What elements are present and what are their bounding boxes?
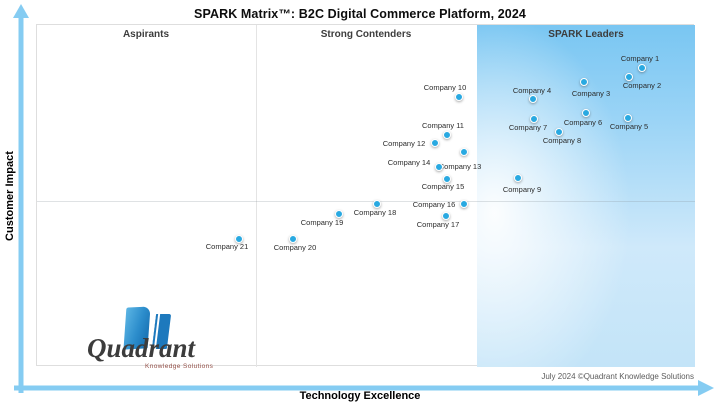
company-label: Company 13 bbox=[438, 161, 482, 171]
copyright-note: July 2024 ©Quadrant Knowledge Solutions bbox=[541, 372, 694, 381]
company-label: Company 2 bbox=[622, 80, 662, 90]
page-title: SPARK Matrix™: B2C Digital Commerce Plat… bbox=[194, 7, 526, 21]
quadrant-divider-vertical bbox=[256, 25, 257, 367]
company-label: Company 21 bbox=[205, 241, 249, 251]
company-label: Company 9 bbox=[502, 184, 542, 194]
company-dot bbox=[529, 95, 537, 103]
company-dot bbox=[624, 114, 632, 122]
company-label: Company 3 bbox=[571, 88, 611, 98]
company-dot bbox=[580, 78, 588, 86]
company-label: Company 8 bbox=[542, 135, 582, 145]
company-label: Company 17 bbox=[416, 219, 460, 229]
company-dot bbox=[289, 235, 297, 243]
company-dot bbox=[435, 163, 443, 171]
company-dot bbox=[455, 93, 463, 101]
company-label: Company 6 bbox=[563, 117, 603, 127]
company-label: Company 20 bbox=[273, 242, 317, 252]
company-label: Company 18 bbox=[353, 207, 397, 217]
quadrant-logo: Quadrant Knowledge Solutions bbox=[87, 303, 237, 373]
x-axis-label: Technology Excellence bbox=[299, 390, 421, 402]
company-label: Company 15 bbox=[421, 181, 465, 191]
company-dot bbox=[373, 200, 381, 208]
company-dot bbox=[235, 235, 243, 243]
company-label: Company 1 bbox=[620, 53, 660, 63]
spark-leaders-region bbox=[477, 25, 695, 367]
company-label: Company 10 bbox=[423, 82, 467, 92]
company-dot bbox=[443, 175, 451, 183]
company-dot bbox=[460, 200, 468, 208]
quadrant-header-spark-leaders: SPARK Leaders bbox=[548, 29, 624, 40]
company-dot bbox=[555, 128, 563, 136]
company-label: Company 16 bbox=[412, 199, 456, 209]
company-dot bbox=[582, 109, 590, 117]
company-label: Company 19 bbox=[300, 217, 344, 227]
quadrant-header-aspirants: Aspirants bbox=[122, 29, 170, 40]
logo-tagline: Knowledge Solutions bbox=[145, 363, 214, 370]
company-dot bbox=[625, 73, 633, 81]
company-dot bbox=[460, 148, 468, 156]
company-label: Company 14 bbox=[387, 157, 431, 167]
company-dot bbox=[530, 115, 538, 123]
company-label: Company 5 bbox=[609, 121, 649, 131]
company-label: Company 4 bbox=[512, 85, 552, 95]
quadrant-header-strong-contenders: Strong Contenders bbox=[320, 29, 412, 40]
company-label: Company 11 bbox=[422, 120, 464, 130]
company-dot bbox=[442, 212, 450, 220]
company-label: Company 12 bbox=[382, 138, 426, 148]
company-dot bbox=[443, 131, 451, 139]
company-label: Company 7 bbox=[508, 122, 548, 132]
logo-wordmark: Quadrant bbox=[87, 333, 196, 363]
company-dot bbox=[514, 174, 522, 182]
quadrant-divider-horizontal bbox=[37, 201, 695, 202]
company-dot bbox=[638, 64, 646, 72]
y-axis-label: Customer Impact bbox=[4, 151, 16, 241]
company-dot bbox=[431, 139, 439, 147]
company-dot bbox=[335, 210, 343, 218]
plot-area: Aspirants Strong Contenders SPARK Leader… bbox=[36, 24, 695, 370]
